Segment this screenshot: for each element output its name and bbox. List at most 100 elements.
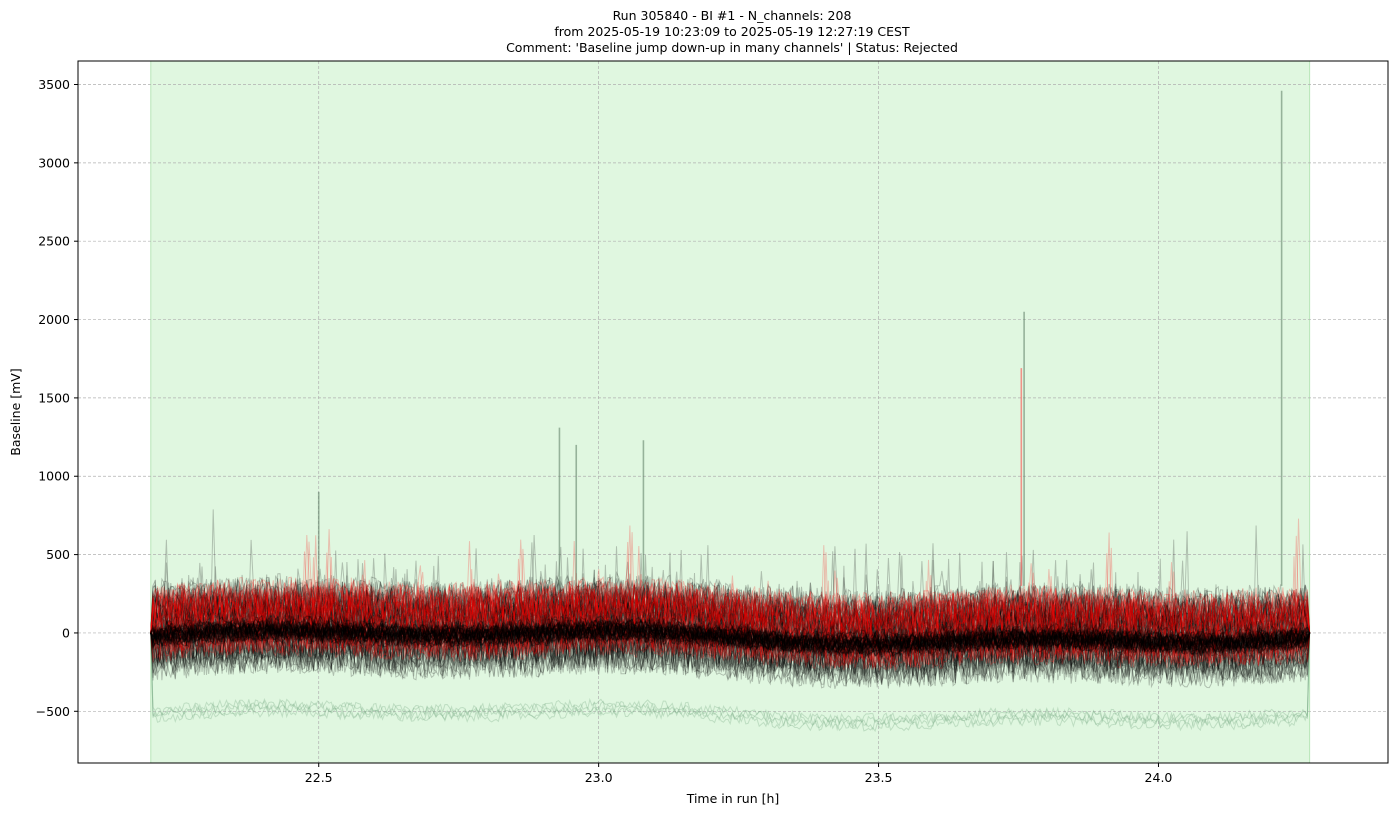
flagged-channel-trace: [150, 558, 1311, 650]
shaded-run-region: [150, 60, 1311, 764]
channel-trace-core: [150, 619, 1311, 653]
chart-title-line-2: from 2025-05-19 10:23:09 to 2025-05-19 1…: [554, 24, 910, 39]
y-axis-ticks: −500 0 500 1000 1500 2000 2500 3000 3500: [36, 77, 78, 719]
x-tick-label: 24.0: [1145, 770, 1173, 785]
flagged-channel-trace: [150, 578, 1311, 670]
faint-low-trace: [150, 632, 1311, 733]
flagged-channel-trace: [150, 547, 1310, 646]
flagged-channel-trace: [150, 548, 1311, 640]
channel-trace: [150, 571, 1311, 671]
flagged-channel-trace: [150, 552, 1311, 640]
channel-trace: [150, 581, 1311, 636]
y-tick-label: 3500: [38, 77, 70, 92]
grid-lines: [78, 61, 1388, 763]
flagged-channel-trace: [150, 529, 1311, 637]
channel-trace: [150, 552, 1311, 655]
channel-trace: [150, 558, 1311, 657]
flagged-channel-trace: [150, 580, 1311, 671]
channel-trace: [150, 582, 1311, 686]
channel-trace-core: [150, 625, 1311, 660]
channel-trace-core: [150, 619, 1311, 654]
channel-trace-core: [150, 618, 1311, 652]
channel-trace-core: [150, 622, 1311, 657]
channel-trace: [150, 591, 1311, 686]
channel-trace: [150, 551, 1311, 639]
flagged-channel-trace: [150, 518, 1311, 633]
channel-trace: [150, 560, 1311, 645]
plot-frame: [77, 60, 1389, 764]
channel-trace: [150, 594, 1311, 688]
channel-trace: [150, 548, 1310, 640]
channel-trace-core: [150, 618, 1311, 651]
y-tick-label: 2000: [38, 312, 70, 327]
channel-trace-core: [150, 620, 1311, 655]
y-tick-label: 0: [62, 625, 70, 640]
channel-trace: [150, 587, 1310, 682]
channel-trace-core: [150, 624, 1311, 658]
flagged-channel-trace: [150, 577, 1310, 655]
channel-trace-core: [150, 612, 1311, 647]
channel-trace: [150, 576, 1311, 680]
channel-trace-core: [150, 619, 1311, 652]
channel-trace: [150, 589, 1311, 644]
channel-trace: [150, 574, 1310, 648]
channel-trace: [150, 525, 1311, 633]
flagged-channel-trace: [150, 532, 1311, 633]
y-tick-label: 500: [46, 547, 70, 562]
channel-trace: [150, 590, 1311, 689]
chart-title-line-3: Comment: 'Baseline jump down-up in many …: [506, 40, 958, 55]
channel-trace: [150, 573, 1310, 648]
flagged-channel-trace: [150, 532, 1311, 633]
x-tick-label: 23.0: [585, 770, 613, 785]
flagged-channel-trace: [150, 580, 1311, 669]
flagged-channel-trace: [150, 535, 1311, 647]
channel-trace: [150, 553, 1311, 645]
faint-low-trace: [150, 632, 1311, 725]
channel-trace: [150, 566, 1311, 641]
channel-trace: [150, 588, 1311, 688]
channel-trace: [150, 617, 1311, 672]
channel-trace: [150, 555, 1311, 641]
chart-title-line-1: Run 305840 - BI #1 - N_channels: 208: [613, 8, 852, 23]
channel-trace: [150, 582, 1310, 674]
flagged-channel-trace: [150, 556, 1311, 665]
channel-trace: [150, 587, 1311, 683]
channel-trace: [150, 546, 1311, 638]
channel-trace-core: [150, 621, 1310, 657]
channel-trace-core: [150, 620, 1311, 653]
channel-trace: [150, 573, 1311, 633]
channel-trace-core: [150, 620, 1310, 654]
flagged-channel-trace: [150, 592, 1311, 670]
channel-trace-core: [150, 618, 1311, 651]
y-tick-label: 1000: [38, 469, 70, 484]
channel-trace: [150, 560, 1311, 635]
flagged-channel-trace: [150, 541, 1311, 633]
flagged-channel-trace: [150, 595, 1311, 672]
channel-trace: [150, 589, 1310, 665]
flagged-channel-trace: [150, 539, 1311, 633]
channel-trace: [150, 580, 1311, 674]
channel-trace: [150, 550, 1311, 661]
channel-trace-core: [150, 624, 1310, 656]
channel-trace-core: [150, 617, 1310, 652]
plot-background: [150, 60, 1311, 764]
channel-trace: [150, 591, 1311, 686]
flagged-channel-trace: [150, 525, 1311, 633]
channel-trace: [150, 584, 1311, 673]
channel-trace: [150, 509, 1311, 633]
flagged-channel-trace: [150, 557, 1311, 658]
channel-trace-core: [150, 623, 1311, 657]
y-tick-label: 3000: [38, 155, 70, 170]
channel-trace: [150, 566, 1310, 640]
channel-trace: [150, 613, 1311, 689]
channel-trace: [150, 555, 1311, 647]
channel-trace: [150, 548, 1311, 637]
channel-trace: [150, 569, 1311, 661]
channel-trace: [150, 576, 1311, 680]
channel-trace-core: [150, 625, 1311, 658]
channel-trace-core: [150, 615, 1311, 648]
y-axis-label: Baseline [mV]: [8, 368, 23, 455]
channel-trace: [150, 543, 1311, 633]
